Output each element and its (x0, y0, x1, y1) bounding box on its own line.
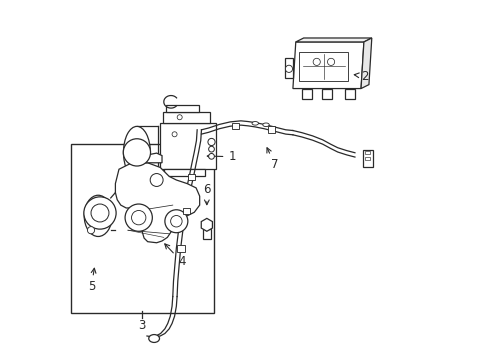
Bar (344, 89, 354, 99)
Circle shape (164, 210, 187, 233)
Bar (188, 174, 195, 180)
Bar (70, 144, 214, 313)
Bar (163, 112, 210, 123)
Circle shape (123, 139, 150, 166)
Ellipse shape (123, 126, 150, 179)
Bar (362, 149, 372, 167)
Polygon shape (360, 38, 371, 89)
Text: 7: 7 (266, 148, 278, 171)
Bar (165, 105, 199, 112)
Text: 6: 6 (203, 183, 210, 205)
Text: 5: 5 (87, 268, 96, 293)
Ellipse shape (148, 334, 159, 342)
Bar (364, 157, 369, 159)
Bar (231, 123, 239, 129)
Bar (299, 52, 348, 81)
Circle shape (91, 204, 109, 222)
Bar (267, 126, 274, 133)
Polygon shape (295, 38, 371, 42)
Circle shape (125, 204, 152, 231)
Circle shape (172, 132, 177, 137)
Circle shape (87, 226, 94, 234)
Circle shape (150, 174, 163, 186)
Polygon shape (115, 163, 199, 243)
Bar (160, 123, 215, 169)
Circle shape (131, 211, 145, 225)
Ellipse shape (262, 123, 269, 127)
Polygon shape (145, 153, 162, 163)
Text: 4: 4 (164, 244, 185, 268)
Bar (321, 89, 331, 99)
Bar (183, 208, 190, 214)
Bar (285, 58, 292, 78)
Ellipse shape (84, 195, 112, 237)
Circle shape (285, 65, 292, 72)
Polygon shape (292, 42, 363, 89)
Text: 1: 1 (207, 150, 235, 163)
Circle shape (170, 216, 182, 227)
Bar (301, 89, 311, 99)
Circle shape (312, 58, 320, 66)
Circle shape (208, 153, 214, 159)
Circle shape (177, 115, 182, 120)
Bar (202, 229, 211, 239)
Circle shape (208, 146, 214, 152)
Bar (163, 169, 204, 176)
Circle shape (207, 138, 215, 145)
Polygon shape (201, 219, 212, 231)
Circle shape (327, 58, 334, 66)
Circle shape (83, 197, 116, 229)
Ellipse shape (251, 122, 258, 125)
Text: 3: 3 (138, 319, 146, 332)
Bar (364, 151, 369, 154)
Bar (177, 245, 184, 252)
Text: 2: 2 (354, 69, 368, 82)
